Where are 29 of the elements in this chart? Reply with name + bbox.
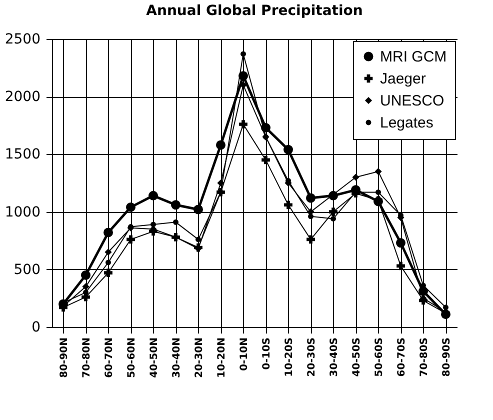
x-tick-label: 70-80N bbox=[81, 338, 92, 378]
x-tick-label: 20-30S bbox=[306, 338, 318, 377]
x-tick-label: 80-90S bbox=[441, 338, 452, 377]
x-tick-label: 30-40N bbox=[171, 338, 182, 378]
legend-label: Jaeger bbox=[380, 70, 426, 88]
x-tick-label: 10-20N bbox=[216, 338, 228, 378]
x-tick-label: 50-60N bbox=[126, 338, 138, 378]
y-tick-label: 1500 bbox=[4, 146, 40, 163]
x-tick-label: 40-50N bbox=[148, 338, 160, 378]
x-tick-label: 30-40S bbox=[328, 338, 340, 377]
y-tick-label: 1000 bbox=[4, 204, 40, 220]
x-tick-label: 10-20S bbox=[284, 338, 295, 377]
y-tick-label: 2000 bbox=[4, 89, 40, 106]
x-tick-label: 60-70N bbox=[104, 338, 115, 378]
legend-label: MRI GCM bbox=[380, 48, 447, 66]
y-tick-label: 0 bbox=[32, 320, 40, 336]
x-tick-label: 50-60S bbox=[374, 338, 385, 377]
x-tick-label: 80-90N bbox=[58, 338, 70, 378]
x-tick-label: 20-30N bbox=[194, 338, 205, 378]
legend-label: Legates bbox=[380, 114, 434, 132]
y-tick-label: 500 bbox=[14, 262, 40, 278]
x-tick-label: 0-10S bbox=[261, 338, 272, 370]
chart-title: Annual Global Precipitation bbox=[146, 3, 363, 19]
y-tick-label: 2500 bbox=[4, 32, 40, 48]
x-tick-label: 60-70S bbox=[396, 338, 408, 377]
legend-label: UNESCO bbox=[380, 92, 444, 110]
x-tick-label: 70-80S bbox=[418, 338, 430, 377]
x-tick-label: 40-50S bbox=[351, 338, 362, 377]
x-tick-label: 0-10N bbox=[238, 338, 250, 371]
